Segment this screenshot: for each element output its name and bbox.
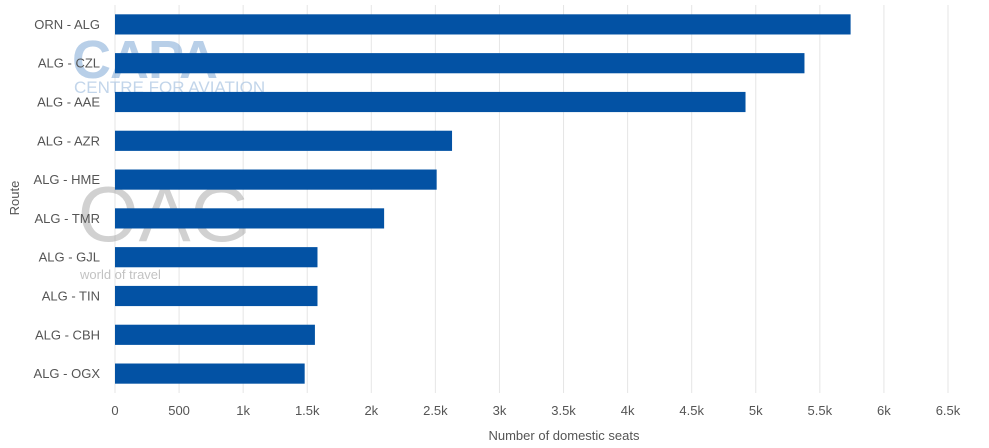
bars <box>115 14 851 384</box>
y-tick-label: ALG - HME <box>34 172 101 187</box>
bar[interactable] <box>115 208 385 229</box>
bar[interactable] <box>115 53 805 74</box>
bar[interactable] <box>115 130 453 151</box>
y-tick-label: ALG - OGX <box>34 366 101 381</box>
y-tick-label: ALG - CZL <box>38 56 100 71</box>
x-axis-labels: 0 500 1k 1.5k 2k 2.5k 3k 3.5k 4k 4.5k 5k 5.5k 6k 6.5k <box>111 403 960 418</box>
bar[interactable] <box>115 324 315 345</box>
x-axis-title: Number of domestic seats <box>488 428 640 443</box>
x-tick-label: 4k <box>621 403 635 418</box>
x-tick-label: 2k <box>364 403 378 418</box>
x-tick-label: 3.5k <box>551 403 576 418</box>
x-tick-label: 1.5k <box>295 403 320 418</box>
oag-watermark-subtitle: world of travel <box>79 267 161 282</box>
x-tick-label: 3k <box>493 403 507 418</box>
x-tick-label: 4.5k <box>679 403 704 418</box>
x-tick-label: 500 <box>168 403 190 418</box>
x-tick-label: 6.5k <box>936 403 961 418</box>
y-axis-labels: ORN - ALG ALG - CZL ALG - AAE ALG - AZR ALG … <box>34 17 101 381</box>
y-tick-label: ORN - ALG <box>34 17 100 32</box>
x-tick-label: 0 <box>111 403 118 418</box>
x-tick-label: 5.5k <box>808 403 833 418</box>
x-tick-label: 2.5k <box>423 403 448 418</box>
bar[interactable] <box>115 91 746 113</box>
y-tick-label: ALG - TIN <box>42 289 100 304</box>
bar[interactable] <box>115 14 851 35</box>
bar[interactable] <box>115 285 318 307</box>
bar[interactable] <box>115 169 437 190</box>
x-tick-label: 5k <box>749 403 763 418</box>
y-tick-label: ALG - CBH <box>35 327 100 342</box>
bar[interactable] <box>115 363 305 384</box>
x-tick-label: 6k <box>877 403 891 418</box>
y-tick-label: ALG - GJL <box>39 250 100 265</box>
y-tick-label: ALG - AAE <box>37 95 100 110</box>
y-tick-label: ALG - TMR <box>35 211 101 226</box>
bar[interactable] <box>115 247 318 268</box>
x-tick-label: 1k <box>236 403 250 418</box>
y-tick-label: ALG - AZR <box>37 133 100 148</box>
y-axis-title: Route <box>7 181 22 216</box>
